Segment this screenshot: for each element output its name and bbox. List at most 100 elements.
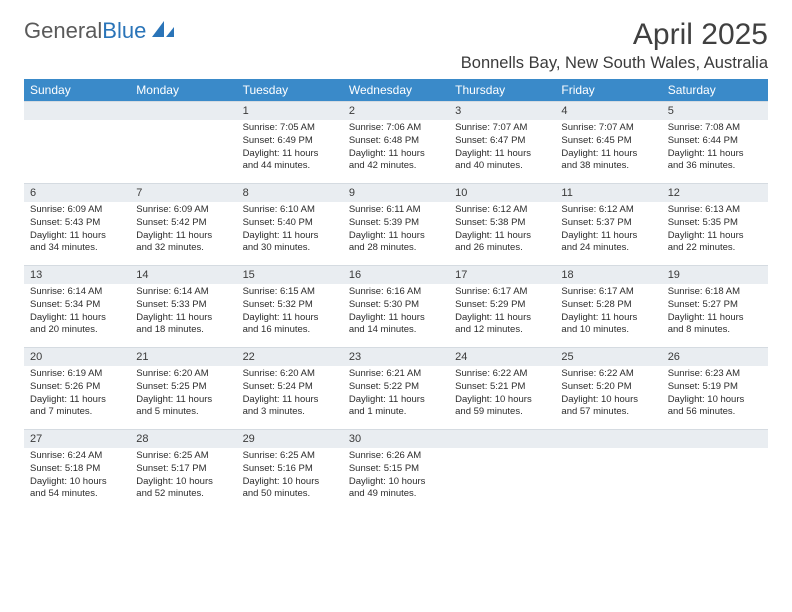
day-detail-line: and 50 minutes.	[243, 488, 337, 501]
calendar-empty-cell	[24, 101, 130, 183]
day-detail-line: Sunset: 5:28 PM	[561, 299, 655, 312]
day-detail-line: and 59 minutes.	[455, 406, 549, 419]
day-detail-line: Daylight: 11 hours	[668, 148, 762, 161]
day-number: 8	[237, 183, 343, 202]
calendar-day-cell: 4Sunrise: 7:07 AMSunset: 6:45 PMDaylight…	[555, 101, 661, 183]
day-detail: Sunrise: 6:09 AMSunset: 5:43 PMDaylight:…	[24, 202, 130, 260]
day-detail-line: and 42 minutes.	[349, 160, 443, 173]
calendar-grid: SundayMondayTuesdayWednesdayThursdayFrid…	[24, 79, 768, 511]
day-detail-line: Sunset: 5:18 PM	[30, 463, 124, 476]
day-number-bar	[449, 429, 555, 448]
calendar-day-cell: 22Sunrise: 6:20 AMSunset: 5:24 PMDayligh…	[237, 347, 343, 429]
calendar-day-cell: 18Sunrise: 6:17 AMSunset: 5:28 PMDayligh…	[555, 265, 661, 347]
day-detail-line: Daylight: 11 hours	[243, 230, 337, 243]
day-number-bar	[662, 429, 768, 448]
day-detail-line: Daylight: 11 hours	[349, 148, 443, 161]
calendar-week-row: 1Sunrise: 7:05 AMSunset: 6:49 PMDaylight…	[24, 101, 768, 183]
day-detail-line: and 7 minutes.	[30, 406, 124, 419]
day-detail-line: and 49 minutes.	[349, 488, 443, 501]
calendar-week-row: 6Sunrise: 6:09 AMSunset: 5:43 PMDaylight…	[24, 183, 768, 265]
day-detail: Sunrise: 7:08 AMSunset: 6:44 PMDaylight:…	[662, 120, 768, 178]
day-detail-line: Sunrise: 6:15 AM	[243, 286, 337, 299]
day-detail: Sunrise: 6:18 AMSunset: 5:27 PMDaylight:…	[662, 284, 768, 342]
day-detail-line: and 10 minutes.	[561, 324, 655, 337]
logo-text: GeneralBlue	[24, 18, 146, 44]
day-detail-line: and 26 minutes.	[455, 242, 549, 255]
day-detail-line: and 54 minutes.	[30, 488, 124, 501]
day-detail-line: Daylight: 11 hours	[561, 312, 655, 325]
day-detail-line: and 8 minutes.	[668, 324, 762, 337]
weekday-header: Tuesday	[237, 79, 343, 101]
day-detail-line: Sunset: 5:39 PM	[349, 217, 443, 230]
day-detail-line: Sunset: 5:24 PM	[243, 381, 337, 394]
day-number: 12	[662, 183, 768, 202]
calendar-empty-cell	[449, 429, 555, 511]
day-detail-line: and 52 minutes.	[136, 488, 230, 501]
day-detail-line: Sunrise: 6:20 AM	[136, 368, 230, 381]
day-number: 14	[130, 265, 236, 284]
day-detail-line: and 57 minutes.	[561, 406, 655, 419]
day-detail-line: Sunrise: 7:08 AM	[668, 122, 762, 135]
day-detail-line: Daylight: 11 hours	[136, 230, 230, 243]
day-detail-line: and 16 minutes.	[243, 324, 337, 337]
day-detail-line: Sunrise: 6:17 AM	[455, 286, 549, 299]
day-detail-line: Daylight: 10 hours	[243, 476, 337, 489]
day-detail-line: Sunset: 5:20 PM	[561, 381, 655, 394]
day-detail-line: Sunset: 5:17 PM	[136, 463, 230, 476]
day-detail-line: Sunset: 5:15 PM	[349, 463, 443, 476]
day-detail-line: Daylight: 10 hours	[349, 476, 443, 489]
day-detail-line: Daylight: 11 hours	[136, 394, 230, 407]
day-number: 28	[130, 429, 236, 448]
day-detail: Sunrise: 6:11 AMSunset: 5:39 PMDaylight:…	[343, 202, 449, 260]
day-detail-line: Sunset: 5:32 PM	[243, 299, 337, 312]
weekday-header: Wednesday	[343, 79, 449, 101]
day-detail-line: Sunrise: 6:21 AM	[349, 368, 443, 381]
day-detail-line: and 22 minutes.	[668, 242, 762, 255]
day-detail: Sunrise: 6:17 AMSunset: 5:28 PMDaylight:…	[555, 284, 661, 342]
day-detail-line: Daylight: 11 hours	[455, 230, 549, 243]
day-detail-line: Daylight: 11 hours	[30, 394, 124, 407]
day-detail-line: and 14 minutes.	[349, 324, 443, 337]
day-detail-line: and 44 minutes.	[243, 160, 337, 173]
day-detail: Sunrise: 6:24 AMSunset: 5:18 PMDaylight:…	[24, 448, 130, 506]
day-number: 18	[555, 265, 661, 284]
calendar-day-cell: 20Sunrise: 6:19 AMSunset: 5:26 PMDayligh…	[24, 347, 130, 429]
day-detail-line: Sunrise: 6:22 AM	[455, 368, 549, 381]
day-detail-line: Sunset: 5:29 PM	[455, 299, 549, 312]
day-detail-line: Sunset: 5:25 PM	[136, 381, 230, 394]
calendar-day-cell: 3Sunrise: 7:07 AMSunset: 6:47 PMDaylight…	[449, 101, 555, 183]
weekday-header: Thursday	[449, 79, 555, 101]
logo-sail-icon	[150, 19, 176, 44]
day-number: 19	[662, 265, 768, 284]
day-detail: Sunrise: 6:12 AMSunset: 5:37 PMDaylight:…	[555, 202, 661, 260]
day-number: 13	[24, 265, 130, 284]
day-detail-line: Sunset: 5:34 PM	[30, 299, 124, 312]
day-detail-line: Daylight: 11 hours	[30, 230, 124, 243]
day-number: 22	[237, 347, 343, 366]
calendar-day-cell: 1Sunrise: 7:05 AMSunset: 6:49 PMDaylight…	[237, 101, 343, 183]
day-detail-line: and 3 minutes.	[243, 406, 337, 419]
day-detail: Sunrise: 6:21 AMSunset: 5:22 PMDaylight:…	[343, 366, 449, 424]
day-detail-line: Daylight: 10 hours	[455, 394, 549, 407]
day-detail-line: Sunset: 5:16 PM	[243, 463, 337, 476]
day-detail-line: Sunrise: 6:09 AM	[136, 204, 230, 217]
day-detail-line: and 56 minutes.	[668, 406, 762, 419]
calendar-day-cell: 24Sunrise: 6:22 AMSunset: 5:21 PMDayligh…	[449, 347, 555, 429]
day-detail: Sunrise: 6:20 AMSunset: 5:25 PMDaylight:…	[130, 366, 236, 424]
month-title: April 2025	[461, 18, 768, 52]
day-detail-line: Sunset: 6:44 PM	[668, 135, 762, 148]
day-detail-line: Sunset: 5:35 PM	[668, 217, 762, 230]
day-detail: Sunrise: 6:25 AMSunset: 5:17 PMDaylight:…	[130, 448, 236, 506]
calendar-day-cell: 28Sunrise: 6:25 AMSunset: 5:17 PMDayligh…	[130, 429, 236, 511]
day-number: 9	[343, 183, 449, 202]
calendar-day-cell: 17Sunrise: 6:17 AMSunset: 5:29 PMDayligh…	[449, 265, 555, 347]
day-detail-line: and 28 minutes.	[349, 242, 443, 255]
day-detail-line: Sunrise: 6:12 AM	[561, 204, 655, 217]
day-number: 20	[24, 347, 130, 366]
day-number-bar	[24, 101, 130, 120]
day-detail-line: Sunset: 6:48 PM	[349, 135, 443, 148]
location-subtitle: Bonnells Bay, New South Wales, Australia	[461, 54, 768, 73]
day-number: 7	[130, 183, 236, 202]
calendar-week-row: 13Sunrise: 6:14 AMSunset: 5:34 PMDayligh…	[24, 265, 768, 347]
day-detail-line: Sunrise: 6:13 AM	[668, 204, 762, 217]
